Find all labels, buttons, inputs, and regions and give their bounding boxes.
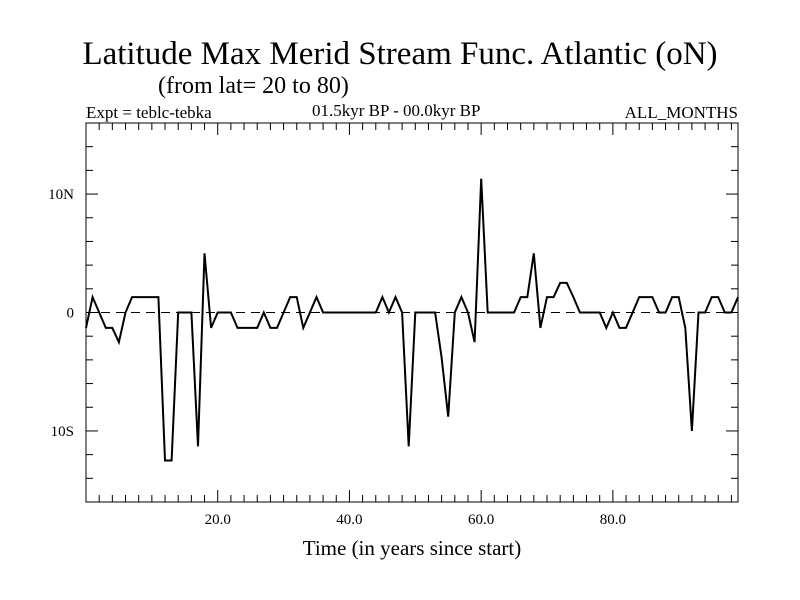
x-tick-label: 80.0 — [600, 512, 626, 528]
months-label: ALL_MONTHS — [624, 103, 738, 122]
y-tick-label: 0 — [67, 306, 75, 322]
tick-marks — [86, 123, 738, 502]
x-tick-label: 20.0 — [205, 512, 231, 528]
series-line — [85, 178, 739, 462]
experiment-label: Expt = teblc-tebka — [86, 103, 212, 122]
x-axis-label: Time (in years since start) — [302, 536, 522, 560]
x-tick-label: 60.0 — [468, 512, 494, 528]
tick-labels: 10N 0 10S 20.0 40.0 60.0 80.0 — [48, 187, 626, 528]
period-label: 01.5kyr BP - 00.0kyr BP — [312, 101, 481, 120]
plot-frame — [85, 122, 739, 503]
x-tick-label: 40.0 — [336, 512, 362, 528]
chart-subtitle: (from lat= 20 to 80) — [158, 73, 349, 99]
y-tick-label: 10N — [48, 187, 74, 203]
chart-title: Latitude Max Merid Stream Func. Atlantic… — [82, 36, 718, 72]
y-tick-label: 10S — [51, 424, 74, 440]
